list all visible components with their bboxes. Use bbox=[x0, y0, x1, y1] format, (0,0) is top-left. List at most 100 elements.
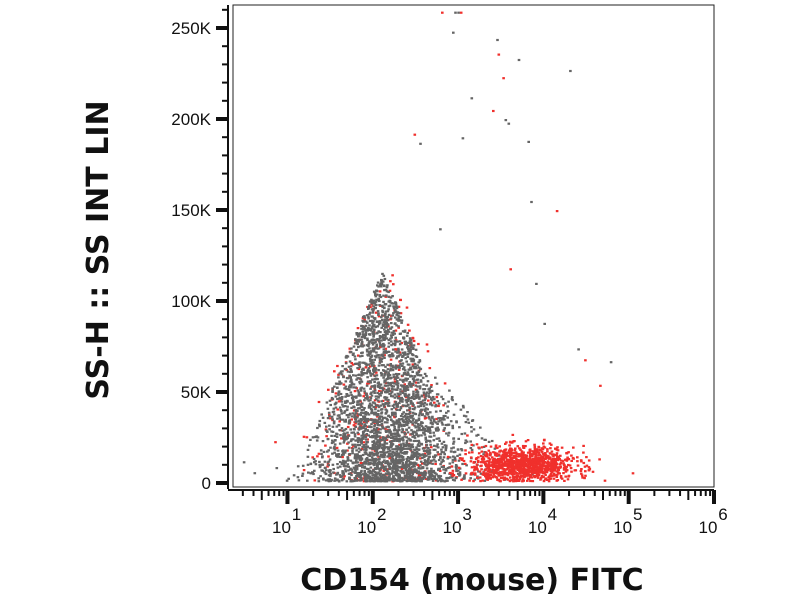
data-point-control bbox=[417, 429, 421, 432]
data-point-control bbox=[377, 395, 380, 398]
data-point-control bbox=[319, 449, 323, 452]
data-point-control bbox=[363, 469, 366, 472]
data-point-control bbox=[396, 382, 400, 385]
data-point-control bbox=[382, 445, 386, 448]
data-point-control bbox=[361, 464, 364, 467]
data-point-control bbox=[376, 444, 380, 447]
data-point-control bbox=[407, 476, 410, 479]
data-point-control bbox=[391, 469, 394, 472]
data-point-stained bbox=[528, 452, 532, 455]
data-point-stained bbox=[398, 443, 401, 446]
data-point-control bbox=[390, 411, 394, 414]
data-point-stained bbox=[546, 469, 550, 472]
data-point-control bbox=[417, 405, 421, 408]
data-point-control bbox=[341, 452, 345, 455]
data-point-control bbox=[354, 374, 358, 377]
data-point-control bbox=[361, 351, 364, 354]
data-point-control bbox=[379, 282, 383, 285]
data-point-control bbox=[392, 476, 395, 479]
data-point-outlier bbox=[530, 200, 533, 204]
data-point-control bbox=[423, 388, 427, 391]
data-point-stained bbox=[464, 462, 467, 465]
data-point-control bbox=[365, 384, 369, 387]
data-point-stained bbox=[482, 461, 486, 464]
data-point-control bbox=[415, 432, 418, 435]
data-point-stained bbox=[534, 454, 538, 457]
data-point-control bbox=[342, 451, 346, 454]
data-point-control bbox=[372, 440, 376, 443]
data-point-control bbox=[404, 412, 408, 415]
data-point-control bbox=[423, 463, 427, 466]
data-point-stained bbox=[521, 444, 525, 448]
data-point-control bbox=[395, 313, 398, 316]
data-point-stained bbox=[336, 408, 339, 411]
data-point-control bbox=[403, 478, 406, 482]
data-point-stained bbox=[493, 475, 496, 478]
data-point-control bbox=[419, 422, 423, 425]
data-point-stained bbox=[471, 451, 474, 454]
data-point-stained bbox=[538, 454, 541, 457]
data-point-stained bbox=[487, 463, 490, 466]
data-point-control bbox=[354, 446, 357, 449]
data-point-control bbox=[369, 359, 372, 363]
data-point-control bbox=[369, 452, 373, 455]
data-point-control bbox=[351, 470, 354, 473]
data-point-outlier bbox=[470, 97, 474, 100]
data-point-control bbox=[428, 435, 431, 438]
data-point-control bbox=[352, 386, 355, 389]
data-point-control bbox=[395, 305, 399, 308]
data-point-stained bbox=[490, 461, 494, 464]
data-point-control bbox=[385, 290, 389, 293]
data-point-control bbox=[436, 443, 439, 446]
data-point-control bbox=[393, 396, 397, 399]
data-point-control bbox=[388, 465, 391, 468]
data-point-control bbox=[425, 446, 428, 449]
x-tick-label: 101 bbox=[272, 505, 301, 537]
data-point-control bbox=[413, 367, 416, 370]
data-point-control bbox=[375, 356, 378, 359]
data-point-control bbox=[376, 463, 380, 466]
data-point-control bbox=[448, 456, 452, 459]
data-point-control bbox=[355, 449, 358, 452]
data-point-control bbox=[347, 422, 351, 425]
data-point-stained bbox=[509, 456, 512, 459]
data-point-stained bbox=[379, 346, 382, 349]
data-point-control bbox=[393, 432, 397, 436]
data-point-stained bbox=[487, 475, 490, 478]
data-point-control bbox=[341, 459, 345, 462]
data-point-control bbox=[434, 403, 438, 406]
data-point-control bbox=[369, 408, 373, 411]
data-point-control bbox=[386, 377, 389, 380]
data-point-control bbox=[318, 460, 321, 463]
data-point-control bbox=[354, 466, 358, 469]
data-point-control bbox=[423, 372, 427, 375]
data-point-control bbox=[397, 366, 401, 369]
data-point-control bbox=[440, 395, 443, 398]
data-point-control bbox=[342, 462, 345, 465]
data-point-control bbox=[395, 455, 398, 459]
data-point-stained bbox=[362, 480, 366, 483]
data-point-control bbox=[337, 394, 340, 397]
data-point-stained bbox=[537, 454, 540, 457]
data-point-outlier bbox=[504, 119, 508, 122]
data-point-control bbox=[441, 418, 444, 421]
data-point-stained bbox=[556, 458, 559, 461]
data-points bbox=[242, 11, 635, 483]
data-point-stained bbox=[500, 459, 503, 463]
data-point-control bbox=[390, 440, 394, 443]
data-point-control bbox=[387, 308, 390, 311]
data-point-control bbox=[410, 353, 414, 356]
data-point-control bbox=[381, 309, 384, 312]
data-point-control bbox=[417, 439, 421, 442]
data-point-stained bbox=[526, 439, 530, 442]
data-point-control bbox=[378, 447, 381, 450]
data-point-control bbox=[364, 475, 367, 478]
data-point-stained bbox=[529, 474, 533, 477]
data-point-control bbox=[399, 353, 402, 356]
data-point-stained bbox=[394, 376, 397, 379]
data-point-stained bbox=[518, 453, 522, 456]
data-point-control bbox=[406, 345, 410, 348]
data-point-control bbox=[417, 477, 421, 481]
data-point-control bbox=[376, 454, 379, 457]
data-point-outlier bbox=[419, 142, 422, 145]
